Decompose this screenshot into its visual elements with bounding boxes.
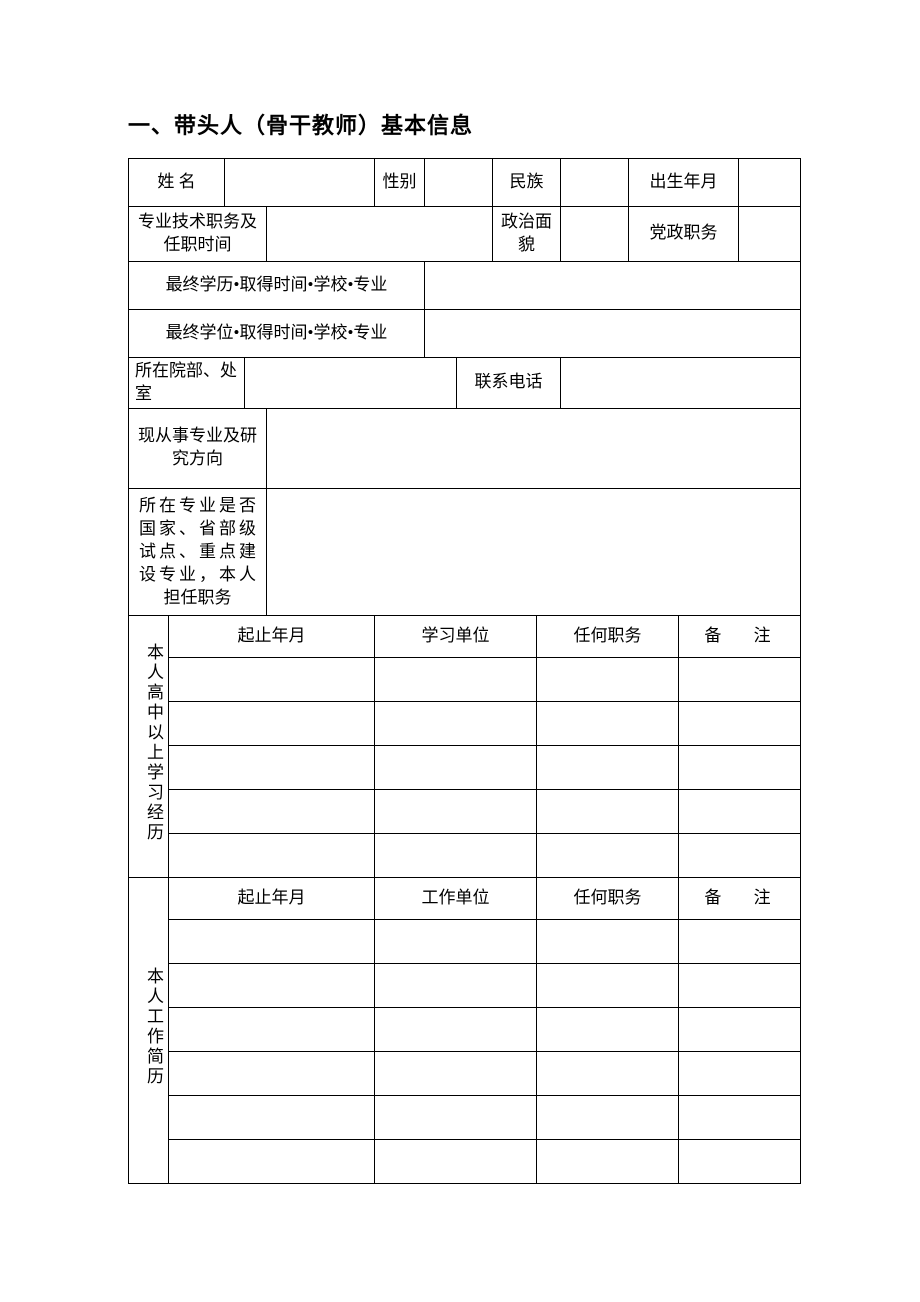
prof-title-value [267, 207, 493, 262]
work-row-unit [375, 1008, 537, 1052]
work-header-remark: 备 注 [679, 878, 801, 920]
study-row-unit [375, 790, 537, 834]
work-row-position [537, 1052, 679, 1096]
work-row-period [169, 1140, 375, 1184]
phone-label: 联系电话 [457, 357, 561, 408]
name-value [225, 159, 375, 207]
major-status-value [267, 488, 801, 616]
study-side-label: 本人高中以上学习经历 [129, 616, 169, 878]
study-header-remark: 备 注 [679, 616, 801, 658]
gender-value [425, 159, 493, 207]
work-row-period [169, 964, 375, 1008]
major-status-label: 所在专业是否国家、省部级试点、重点建设专业，本人担任职务 [129, 488, 267, 616]
study-row-position [537, 790, 679, 834]
final-edu-value [425, 261, 801, 309]
work-row-position [537, 964, 679, 1008]
birth-value [739, 159, 801, 207]
work-row-remark [679, 1008, 801, 1052]
work-row-unit [375, 1096, 537, 1140]
basic-info-table: 姓 名 性别 民族 出生年月 专业技术职务及任职时间 政治面貌 党政职务 最终学… [128, 158, 801, 1184]
study-row-period [169, 790, 375, 834]
party-post-label: 党政职务 [629, 207, 739, 262]
work-row-remark [679, 964, 801, 1008]
study-row-position [537, 658, 679, 702]
study-row-remark [679, 658, 801, 702]
work-row-position [537, 920, 679, 964]
work-row-unit [375, 964, 537, 1008]
study-row-remark [679, 790, 801, 834]
work-header-unit: 工作单位 [375, 878, 537, 920]
study-row-position [537, 834, 679, 878]
study-row-unit [375, 834, 537, 878]
phone-value [561, 357, 801, 408]
department-value [245, 357, 457, 408]
study-header-unit: 学习单位 [375, 616, 537, 658]
work-row-unit [375, 1140, 537, 1184]
political-value [561, 207, 629, 262]
party-post-value [739, 207, 801, 262]
study-row-position [537, 702, 679, 746]
study-row-unit [375, 746, 537, 790]
work-row-remark [679, 920, 801, 964]
final-degree-label: 最终学位•取得时间•学校•专业 [129, 309, 425, 357]
study-row-remark [679, 834, 801, 878]
ethnicity-label: 民族 [493, 159, 561, 207]
work-row-period [169, 920, 375, 964]
work-row-remark [679, 1096, 801, 1140]
work-header-period: 起止年月 [169, 878, 375, 920]
study-row-period [169, 658, 375, 702]
work-header-position: 任何职务 [537, 878, 679, 920]
ethnicity-value [561, 159, 629, 207]
political-label: 政治面貌 [493, 207, 561, 262]
study-row-period [169, 834, 375, 878]
study-row-period [169, 702, 375, 746]
work-row-position [537, 1008, 679, 1052]
work-row-remark [679, 1052, 801, 1096]
name-label: 姓 名 [129, 159, 225, 207]
study-row-period [169, 746, 375, 790]
work-row-unit [375, 1052, 537, 1096]
final-degree-value [425, 309, 801, 357]
study-row-unit [375, 658, 537, 702]
prof-title-label: 专业技术职务及任职时间 [129, 207, 267, 262]
work-row-position [537, 1096, 679, 1140]
final-edu-label: 最终学历•取得时间•学校•专业 [129, 261, 425, 309]
study-row-position [537, 746, 679, 790]
study-header-position: 任何职务 [537, 616, 679, 658]
study-row-unit [375, 702, 537, 746]
work-side-label: 本人工作简历 [129, 878, 169, 1184]
work-row-unit [375, 920, 537, 964]
study-row-remark [679, 702, 801, 746]
department-label: 所在院部、处室 [129, 357, 245, 408]
work-row-position [537, 1140, 679, 1184]
research-label: 现从事专业及研究方向 [129, 408, 267, 488]
work-row-period [169, 1052, 375, 1096]
study-row-remark [679, 746, 801, 790]
work-row-period [169, 1008, 375, 1052]
birth-label: 出生年月 [629, 159, 739, 207]
page-title: 一、带头人（骨干教师）基本信息 [128, 108, 800, 140]
work-row-period [169, 1096, 375, 1140]
work-row-remark [679, 1140, 801, 1184]
research-value [267, 408, 801, 488]
study-header-period: 起止年月 [169, 616, 375, 658]
gender-label: 性别 [375, 159, 425, 207]
